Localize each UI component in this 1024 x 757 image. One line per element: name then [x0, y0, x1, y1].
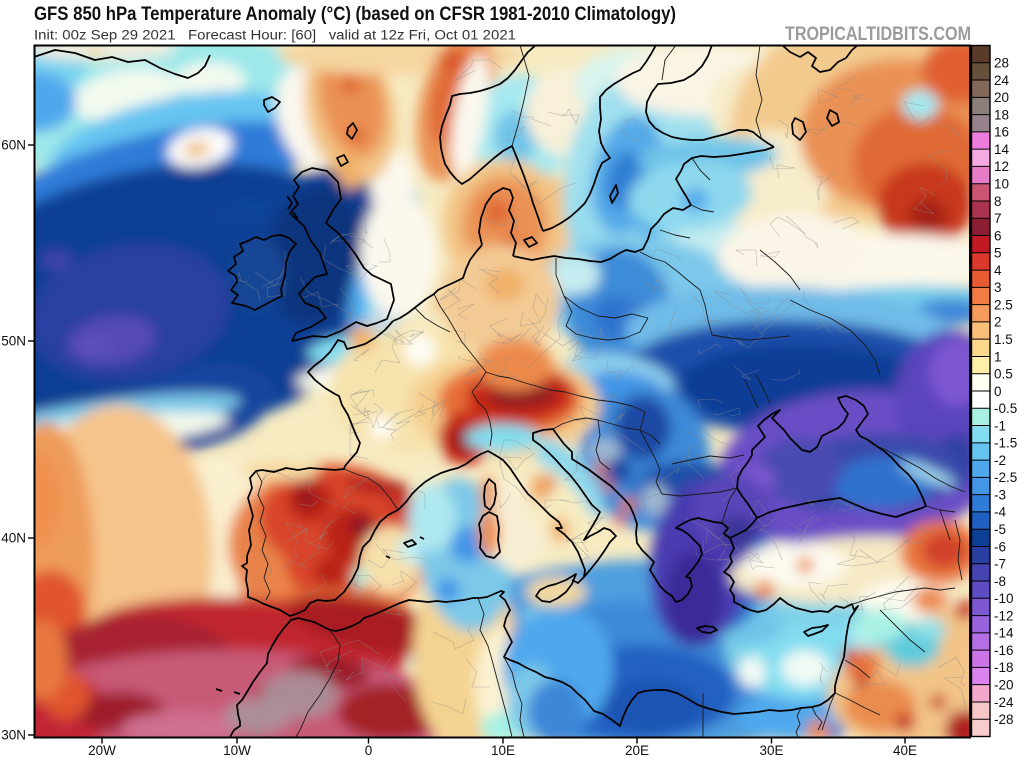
svg-text:20E: 20E — [625, 743, 649, 757]
svg-text:-24: -24 — [994, 695, 1014, 710]
svg-text:1: 1 — [994, 349, 1002, 364]
svg-text:-20: -20 — [994, 677, 1014, 692]
svg-text:40N: 40N — [1, 531, 26, 546]
svg-text:16: 16 — [994, 125, 1009, 140]
svg-text:50N: 50N — [1, 334, 26, 349]
svg-text:2.5: 2.5 — [994, 297, 1013, 312]
svg-text:-1: -1 — [994, 418, 1006, 433]
svg-text:-10: -10 — [994, 591, 1014, 606]
svg-text:10E: 10E — [491, 743, 515, 757]
svg-text:0.5: 0.5 — [994, 367, 1013, 382]
svg-text:0: 0 — [994, 384, 1002, 399]
svg-text:-28: -28 — [994, 712, 1014, 727]
svg-text:-12: -12 — [994, 608, 1014, 623]
svg-text:-0.5: -0.5 — [994, 401, 1017, 416]
svg-text:-1.5: -1.5 — [994, 436, 1017, 451]
svg-text:-2.5: -2.5 — [994, 470, 1017, 485]
svg-text:10: 10 — [994, 177, 1009, 192]
svg-text:6: 6 — [994, 228, 1002, 243]
svg-text:20: 20 — [994, 90, 1009, 105]
svg-text:12: 12 — [994, 159, 1009, 174]
svg-text:40E: 40E — [893, 743, 917, 757]
svg-text:-8: -8 — [994, 574, 1006, 589]
svg-text:24: 24 — [994, 73, 1010, 88]
svg-text:30E: 30E — [759, 743, 783, 757]
svg-text:TROPICALTIDBITS.COM: TROPICALTIDBITS.COM — [785, 24, 971, 45]
svg-text:28: 28 — [994, 56, 1009, 71]
svg-text:-4: -4 — [994, 505, 1006, 520]
svg-text:-18: -18 — [994, 660, 1014, 675]
svg-text:5: 5 — [994, 246, 1002, 261]
svg-text:GFS 850 hPa Temperature Anomal: GFS 850 hPa Temperature Anomaly (°C) (ba… — [34, 4, 676, 25]
svg-text:10W: 10W — [223, 743, 251, 757]
svg-text:-14: -14 — [994, 626, 1014, 641]
svg-text:20W: 20W — [88, 743, 116, 757]
svg-text:1.5: 1.5 — [994, 332, 1013, 347]
svg-text:4: 4 — [994, 263, 1002, 278]
svg-text:-16: -16 — [994, 643, 1014, 658]
svg-text:-3: -3 — [994, 487, 1006, 502]
svg-text:0: 0 — [365, 743, 373, 757]
svg-text:2: 2 — [994, 315, 1002, 330]
svg-text:Init: 00z Sep 29 2021 Foreca: Init: 00z Sep 29 2021 Forecast Hour: [60… — [34, 28, 516, 43]
svg-text:14: 14 — [994, 142, 1010, 157]
svg-text:-5: -5 — [994, 522, 1006, 537]
svg-text:7: 7 — [994, 211, 1002, 226]
svg-text:-7: -7 — [994, 557, 1006, 572]
svg-text:8: 8 — [994, 194, 1002, 209]
svg-text:-6: -6 — [994, 539, 1006, 554]
svg-text:60N: 60N — [1, 138, 26, 153]
svg-text:30N: 30N — [1, 728, 26, 743]
svg-text:3: 3 — [994, 280, 1002, 295]
svg-text:-2: -2 — [994, 453, 1006, 468]
svg-text:18: 18 — [994, 107, 1009, 122]
